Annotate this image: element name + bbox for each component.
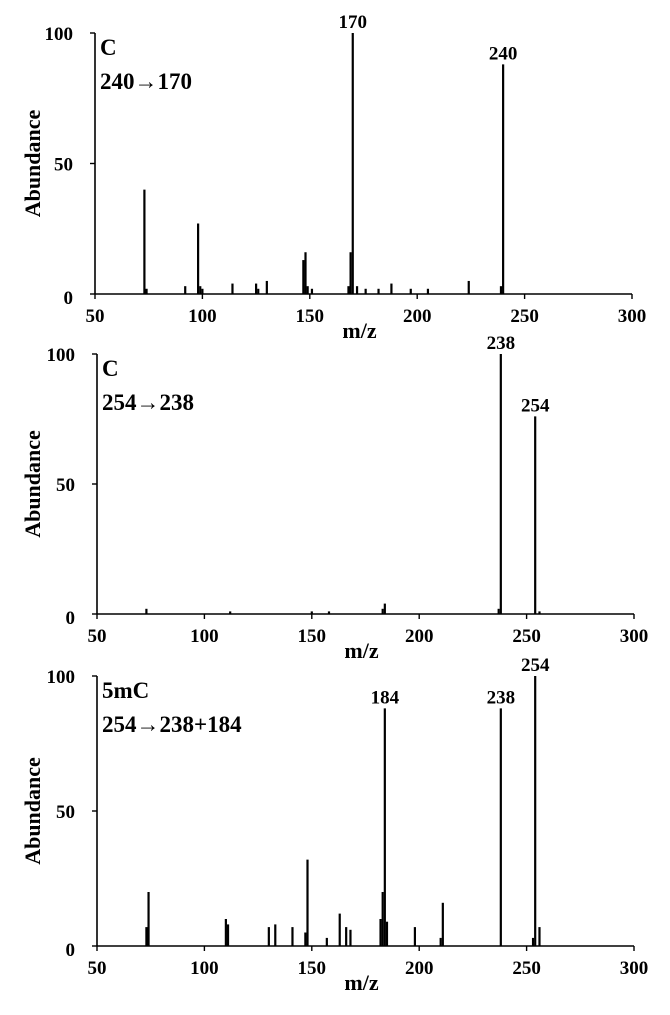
y-tick-label: 0 [64,288,74,309]
x-tick-label: 300 [620,626,649,647]
x-axis-label: m/z [344,638,378,663]
x-axis-label: m/z [344,970,378,995]
panel-subtitle: 254→238 [102,390,194,415]
panel-title: C [102,356,119,381]
x-tick-label: 200 [405,626,434,647]
panel-subtitle: 254→238+184 [102,712,242,737]
y-tick-label: 100 [47,345,76,366]
peak-label: 170 [339,12,368,33]
x-tick-label: 100 [190,958,219,979]
y-tick-label: 50 [56,475,75,496]
peak-label: 238 [487,333,516,354]
panel-title: C [100,35,117,60]
x-tick-label: 50 [88,626,107,647]
x-tick-label: 100 [188,306,217,327]
peak-label: 184 [371,687,400,708]
x-tick-label: 300 [620,958,649,979]
x-tick-label: 250 [510,306,539,327]
y-tick-label: 50 [56,802,75,823]
x-tick-label: 150 [296,306,325,327]
peak-label: 254 [521,655,550,676]
y-axis-label: Abundance [20,757,45,865]
spectrum-panel-1: 0 50 100 50 100 150 200 250 300 m/z Abundance 170 24… [20,12,646,343]
x-tick-label: 300 [618,306,647,327]
peak-label: 238 [487,687,516,708]
y-tick-label: 100 [47,667,76,688]
y-tick-label: 50 [54,155,73,176]
x-tick-label: 200 [403,306,432,327]
x-tick-label: 150 [298,958,327,979]
y-axis-label: Abundance [20,430,45,538]
panel-title: 5mC [102,678,149,703]
y-tick-label: 0 [66,940,76,961]
y-tick-label: 0 [66,608,76,629]
x-tick-label: 250 [512,958,541,979]
x-tick-label: 100 [190,626,219,647]
panel-subtitle: 240→170 [100,69,192,94]
x-tick-label: 150 [298,626,327,647]
x-axis-label: m/z [342,318,376,343]
x-tick-label: 50 [86,306,105,327]
spectrum-panel-2: 0 50 100 50 100 150 200 250 300 m/z Abundance 238 25… [20,333,648,663]
y-tick-label: 100 [45,24,74,45]
spectrum-panel-3: 0 50 100 50 100 150 200 250 300 m/z Abundance 184 23… [20,655,648,995]
peak-label: 240 [489,43,518,64]
peak-label: 254 [521,395,550,416]
x-tick-label: 50 [88,958,107,979]
y-axis-label: Abundance [20,109,45,217]
x-tick-label: 250 [512,626,541,647]
x-tick-label: 200 [405,958,434,979]
